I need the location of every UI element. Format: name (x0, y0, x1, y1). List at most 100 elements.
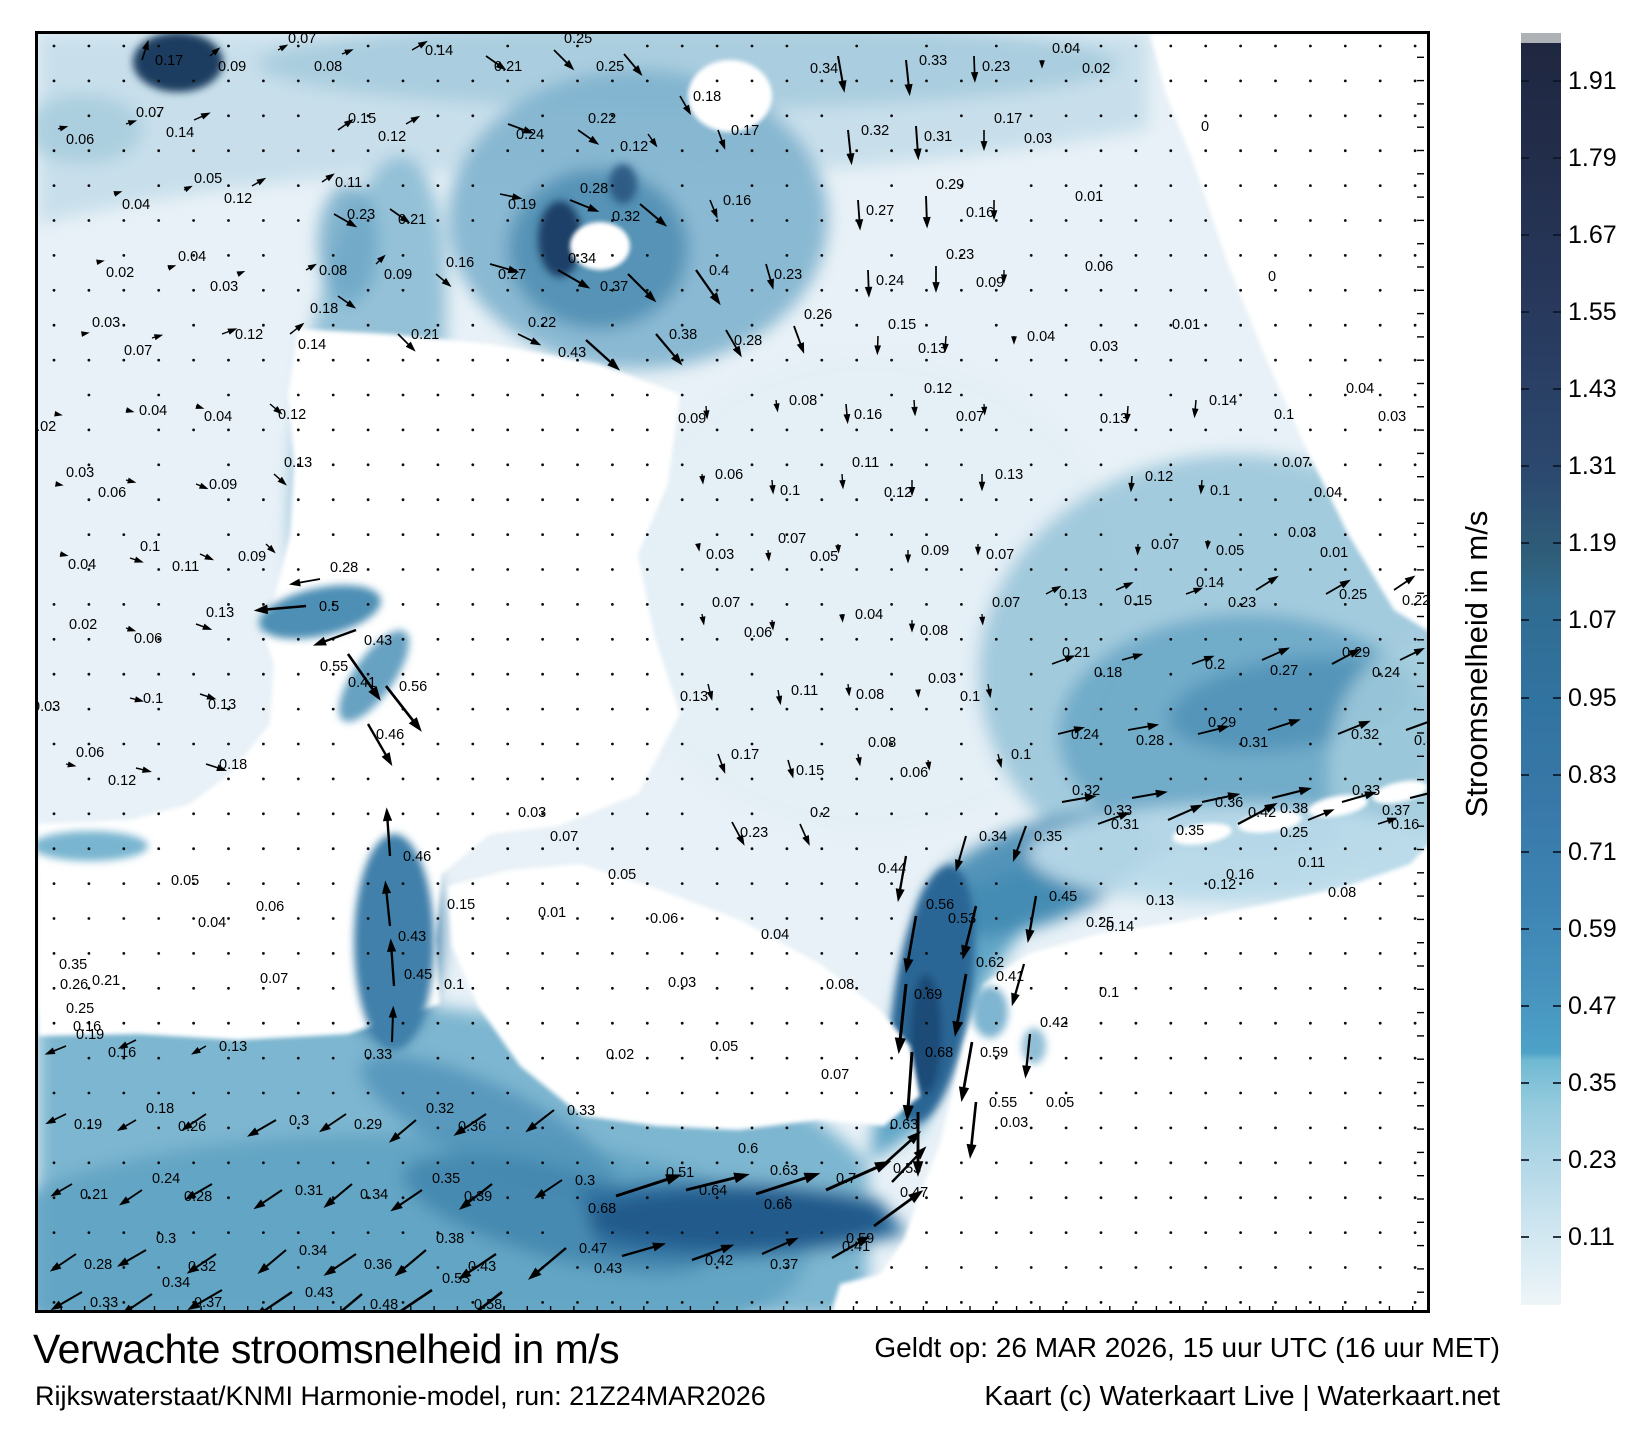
grid-dot (192, 1021, 196, 1025)
grid-dot (122, 603, 126, 606)
grid-dot (611, 428, 614, 432)
grid-dot (1099, 114, 1103, 118)
grid-dot (331, 812, 335, 816)
flow-vector-head (121, 1304, 134, 1310)
flow-vector (855, 199, 864, 231)
flow-value-label: 0.23 (946, 247, 974, 263)
grid-dot (785, 1021, 789, 1025)
flow-value-label: 0.04 (204, 409, 232, 425)
flow-value-label: 0.3 (156, 1231, 176, 1247)
colorbar-tick (1553, 1236, 1561, 1239)
grid-dot (1064, 1231, 1068, 1234)
grid-dot (1343, 498, 1347, 502)
grid-dot (1378, 1056, 1382, 1060)
flow-vector (1393, 575, 1416, 591)
flow-vector-shaft (825, 1162, 885, 1192)
flow-vector-head (1022, 1065, 1032, 1079)
grid-dot (890, 637, 893, 641)
flow-vector (731, 821, 745, 846)
flow-vector (1011, 336, 1017, 345)
flow-vector-head (655, 216, 668, 227)
grid-dot (541, 254, 544, 257)
flow-vector-head (1084, 793, 1097, 802)
flow-vector-head (1132, 653, 1144, 661)
grid-dot (1204, 1056, 1208, 1060)
flow-vector (1399, 647, 1425, 661)
grid-dot (541, 742, 544, 746)
grid-dot (52, 1231, 56, 1234)
grid-dot (436, 393, 440, 397)
flow-vector-head (718, 139, 726, 150)
grid-dot (1239, 1301, 1242, 1304)
flow-vector (57, 125, 69, 132)
grid-dot (1099, 428, 1103, 432)
grid-dot (1413, 44, 1417, 48)
flow-vector (193, 112, 211, 121)
grid-dot (576, 254, 579, 257)
grid-dot (192, 1161, 196, 1165)
grid-dot (1064, 1266, 1068, 1269)
flow-vector-head (665, 1174, 683, 1185)
grid-dot (541, 393, 544, 397)
grid-dot (890, 463, 893, 467)
flow-vector (912, 1112, 924, 1177)
grid-dot (1343, 1021, 1347, 1025)
grid-dot (960, 428, 963, 432)
grid-dot (366, 812, 370, 816)
grid-dot (192, 288, 196, 292)
grid-dot (157, 707, 161, 711)
grid-dot (401, 254, 405, 257)
flow-value-label: 0.11 (1298, 855, 1325, 871)
grid-dot (1099, 1196, 1103, 1200)
flow-value-label: 0.53 (442, 1271, 470, 1287)
flow-value-label: 0.28 (84, 1257, 112, 1273)
grid-dot (1413, 184, 1417, 188)
grid-dot (1378, 707, 1382, 711)
grid-dot (1169, 184, 1173, 188)
flow-vector-head (911, 406, 918, 417)
flow-vector (839, 473, 846, 490)
flow-vector-head (894, 1037, 906, 1055)
grid-dot (296, 463, 300, 467)
grid-dot (785, 986, 789, 990)
grid-dot (1099, 1301, 1103, 1304)
flow-vector (129, 696, 145, 703)
island (570, 222, 630, 270)
flow-vector-head (895, 888, 905, 903)
grid-dot (122, 882, 126, 885)
flow-vector-head (441, 277, 452, 287)
grid-dot (576, 149, 579, 153)
flow-vector (879, 1130, 922, 1169)
flow-value-label: 0.16 (446, 255, 474, 271)
flow-vector (366, 723, 393, 767)
grid-dot (1239, 44, 1242, 48)
grid-dot (471, 393, 475, 397)
flow-vector (1377, 817, 1398, 825)
grid-dot (994, 428, 998, 432)
flow-vector-head (325, 173, 335, 182)
grid-dot (715, 847, 719, 851)
grid-dot (890, 1091, 893, 1095)
flow-vector-head (652, 1242, 667, 1252)
grid-dot (1274, 533, 1277, 536)
grid-dot (331, 707, 335, 711)
grid-dot (157, 1266, 161, 1269)
grid-dot (680, 637, 684, 641)
flow-vector (382, 880, 392, 927)
grid-dot (87, 986, 91, 990)
flow-vector-head (775, 695, 783, 706)
grid-dot (436, 114, 440, 118)
flow-vector (45, 1113, 67, 1125)
flow-value-label: 0.23 (982, 59, 1010, 75)
grid-dot (1064, 568, 1068, 571)
flow-value-label: 0.25 (1086, 915, 1114, 931)
grid-dot (890, 219, 893, 222)
flow-vector-head (1000, 274, 1008, 284)
flow-value-label: 0.05 (194, 171, 222, 187)
colorbar-tick (1521, 542, 1529, 545)
grid-dot (750, 1301, 754, 1304)
grid-dot (471, 498, 475, 502)
flow-vector-head (732, 345, 742, 358)
grid-dot (1274, 288, 1277, 292)
flow-value-label: 0.33 (364, 1047, 392, 1063)
